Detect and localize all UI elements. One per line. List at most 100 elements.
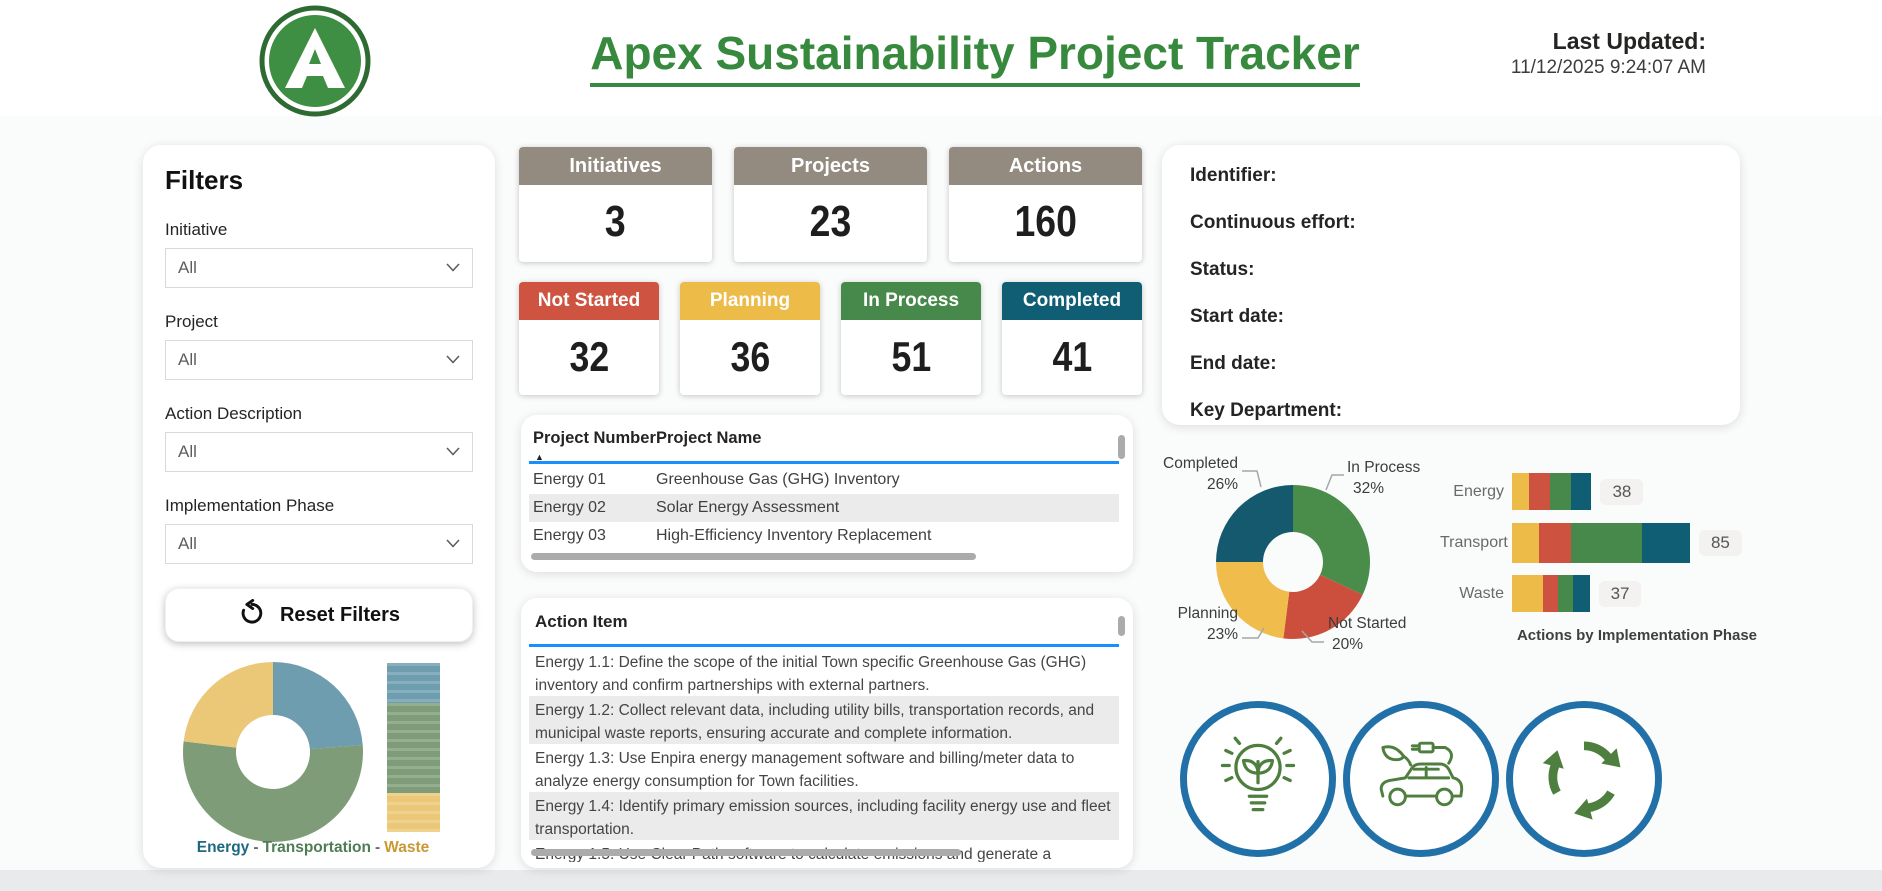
header-accent-line (529, 644, 1119, 647)
filter-label-implementation-phase: Implementation Phase (165, 496, 335, 515)
bar-segments (1512, 523, 1690, 563)
status-card-not-started: Not Started 32 (519, 282, 659, 395)
bar-value-label: 85 (1698, 530, 1742, 556)
status-donut-chart: Completed 26% In Process 32% Planning 23% N… (1160, 445, 1460, 670)
initiative-legend: Energy - Transportation - Waste (196, 839, 430, 856)
filter-action-description: Action Description All (165, 404, 473, 472)
energy-badge (1180, 701, 1336, 857)
kpi-card-projects: Projects 23 (734, 147, 927, 262)
filters-panel: Filters Initiative All Project All (143, 145, 495, 868)
status-header-planning: Planning (680, 282, 820, 320)
reset-filters-button[interactable]: Reset Filters (165, 588, 473, 642)
status-value-not-started: 32 (569, 333, 609, 380)
table-row[interactable]: Energy 01 Greenhouse Gas (GHG) Inventory (533, 471, 900, 488)
status-card-in-process: In Process 51 (841, 282, 981, 395)
bar-row-transport[interactable]: Transport 85 (1440, 523, 1770, 563)
horizontal-scrollbar[interactable] (531, 553, 976, 560)
status-header-not-started: Not Started (519, 282, 659, 320)
donut-label-in-process: In Process 32% (1347, 459, 1421, 497)
bar-value-label: 38 (1600, 478, 1644, 505)
kpi-header-projects: Projects (734, 147, 927, 185)
donut-label-completed: Completed 26% (1163, 455, 1238, 493)
last-updated: Last Updated: 11/12/2025 9:24:07 AM (1511, 28, 1706, 79)
last-updated-label: Last Updated: (1552, 28, 1706, 54)
legend-waste: Waste (384, 839, 430, 856)
undo-arrow-icon (238, 598, 266, 632)
detail-label-start-date: Start date: (1190, 306, 1284, 327)
initiative-donut-chart (182, 662, 363, 842)
table-row[interactable]: Energy 02 Solar Energy Assessment (529, 494, 1119, 522)
status-card-completed: Completed 41 (1002, 282, 1142, 395)
table-row[interactable]: Energy 03 High-Efficiency Inventory Repla… (533, 527, 932, 544)
status-card-planning: Planning 36 (680, 282, 820, 395)
status-value-completed: 41 (1052, 333, 1092, 380)
donut-label-not-started: Not Started 20% (1328, 615, 1407, 653)
bar-segments (1512, 473, 1592, 510)
legend-transportation: Transportation (262, 839, 371, 856)
last-updated-value: 11/12/2025 9:24:07 AM (1510, 57, 1706, 78)
status-header-completed: Completed (1002, 282, 1142, 320)
kpi-value-projects: 23 (809, 197, 852, 246)
kpi-card-actions: Actions 160 (949, 147, 1142, 262)
transportation-badge (1343, 701, 1499, 857)
project-table: Project Number Project Name ▲ Energy 01 G… (521, 415, 1133, 572)
sort-ascending-icon: ▲ (535, 452, 544, 462)
initiative-dropdown[interactable]: All (165, 248, 473, 288)
bar-segments (1512, 575, 1590, 612)
detail-label-key-department: Key Department: (1190, 400, 1343, 421)
vertical-scrollbar[interactable] (1118, 616, 1125, 636)
detail-label-end-date: End date: (1190, 353, 1277, 374)
kpi-card-initiatives: Initiatives 3 (519, 147, 712, 262)
kpi-value-initiatives: 3 (605, 197, 626, 246)
action-row[interactable]: Energy 1.3: Use Enpira energy management… (535, 750, 1075, 791)
kpi-value-actions: 160 (1014, 197, 1077, 246)
action-row[interactable]: Energy 1.2: Collect relevant data, inclu… (529, 696, 1119, 744)
status-value-planning: 36 (730, 333, 770, 380)
action-row[interactable]: Energy 1.1: Define the scope of the init… (535, 654, 1087, 695)
chevron-down-icon (446, 535, 460, 553)
filter-label-action-description: Action Description (165, 404, 303, 423)
implementation-phase-dropdown[interactable]: All (165, 524, 473, 564)
filter-initiative: Initiative All (165, 220, 473, 288)
filter-implementation-phase: Implementation Phase All (165, 496, 473, 564)
action-row[interactable]: Energy 1.4: Identify primary emission so… (529, 792, 1119, 840)
action-item-table: Action Item Energy 1.1: Define the scope… (521, 598, 1133, 868)
bar-row-waste[interactable]: Waste 37 (1440, 575, 1770, 612)
detail-panel: Identifier: Continuous effort: Status: S… (1162, 145, 1740, 425)
waste-badge (1506, 701, 1662, 857)
electric-car-icon (1369, 731, 1473, 828)
filter-project: Project All (165, 312, 473, 380)
chart-title: Actions by Implementation Phase (1516, 627, 1758, 644)
detail-label-continuous-effort: Continuous effort: (1190, 212, 1356, 233)
kpi-header-actions: Actions (949, 147, 1142, 185)
column-header-action-item[interactable]: Action Item (535, 612, 628, 631)
donut-label-planning: Planning 23% (1177, 605, 1238, 643)
detail-label-identifier: Identifier: (1190, 165, 1277, 186)
column-header-project-name[interactable]: Project Name (656, 429, 762, 447)
column-header-project-number[interactable]: Project Number (533, 429, 656, 447)
page-title: Apex Sustainability Project Tracker (500, 26, 1450, 87)
bar-row-energy[interactable]: Energy 38 (1440, 473, 1770, 510)
action-description-dropdown[interactable]: All (165, 432, 473, 472)
horizontal-scrollbar[interactable] (531, 849, 961, 856)
initiative-stacked-bar (387, 663, 440, 832)
chevron-down-icon (446, 259, 460, 277)
filter-label-initiative: Initiative (165, 220, 228, 239)
filters-title: Filters (165, 165, 244, 195)
chevron-down-icon (446, 351, 460, 369)
actions-by-phase-chart: Energy 38 Transport 85 Waste 37 Actions … (1440, 467, 1770, 652)
apex-logo-icon (258, 4, 372, 118)
detail-label-status: Status: (1190, 259, 1255, 280)
lightbulb-plant-icon (1210, 729, 1306, 830)
bar-value-label: 37 (1598, 580, 1642, 607)
status-value-in-process: 51 (891, 333, 931, 380)
vertical-scrollbar[interactable] (1118, 435, 1125, 459)
project-dropdown[interactable]: All (165, 340, 473, 380)
status-header-in-process: In Process (841, 282, 981, 320)
recycle-icon (1536, 729, 1632, 830)
filter-label-project: Project (165, 312, 218, 331)
chevron-down-icon (446, 443, 460, 461)
header-accent-line (529, 461, 1119, 464)
page-bottom-strip (0, 870, 1882, 891)
